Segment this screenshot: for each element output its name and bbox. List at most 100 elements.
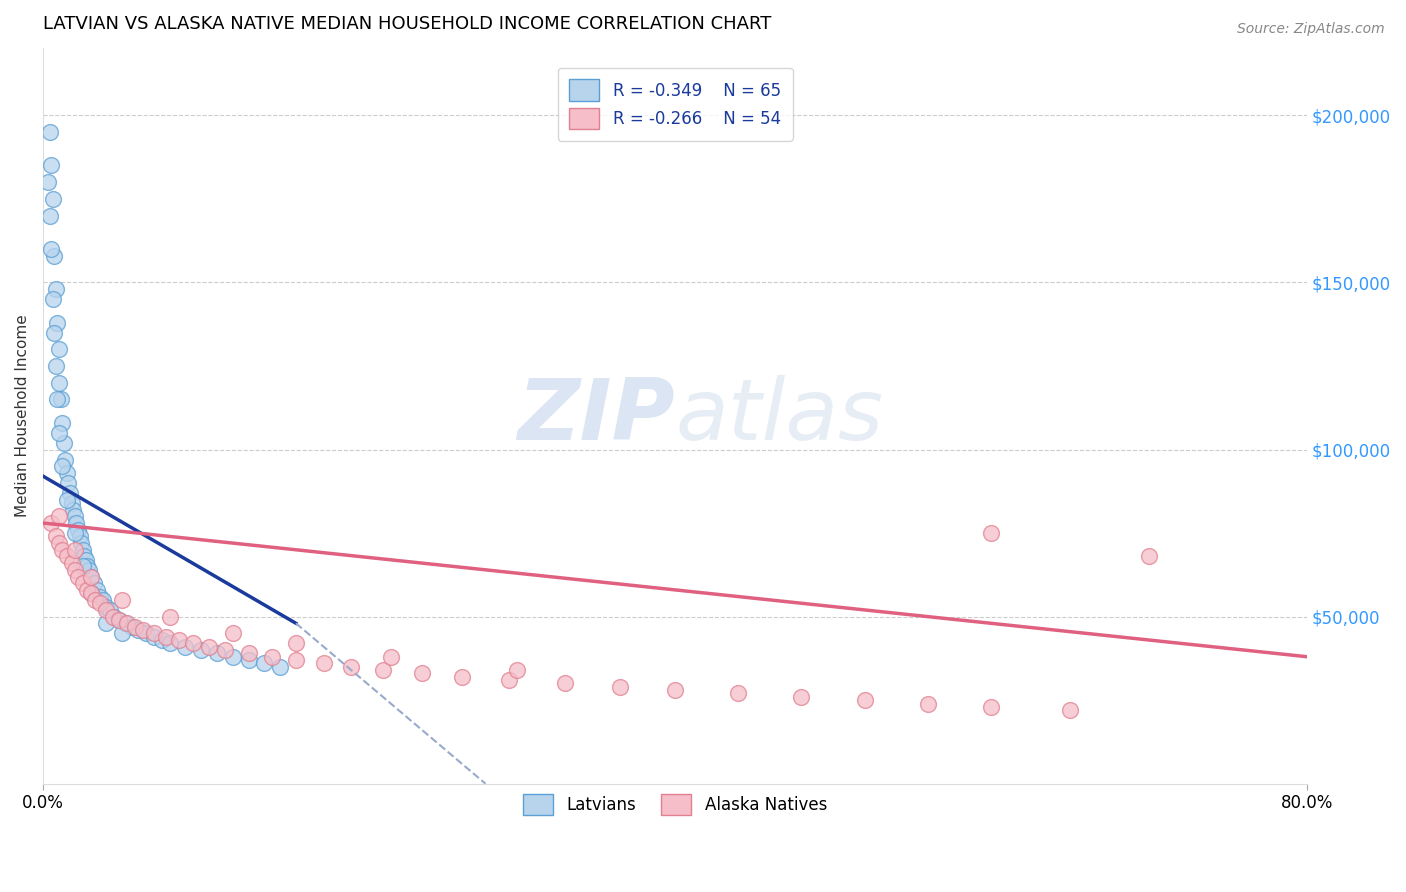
Alaska Natives xyxy=(63,563,86,577)
Latvians xyxy=(69,529,91,543)
Alaska Natives xyxy=(340,659,363,673)
Latvians xyxy=(63,509,86,524)
Alaska Natives xyxy=(314,657,336,671)
Alaska Natives xyxy=(63,542,86,557)
Alaska Natives xyxy=(853,693,876,707)
Latvians xyxy=(45,359,67,373)
Alaska Natives xyxy=(108,613,131,627)
Alaska Natives xyxy=(79,586,101,600)
Latvians xyxy=(89,590,111,604)
Latvians xyxy=(72,542,94,557)
Latvians xyxy=(108,613,131,627)
Latvians xyxy=(41,192,63,206)
Y-axis label: Median Household Income: Median Household Income xyxy=(15,315,30,517)
Alaska Natives xyxy=(66,569,89,583)
Latvians xyxy=(51,416,73,430)
Latvians xyxy=(75,553,97,567)
Alaska Natives xyxy=(980,526,1002,541)
Alaska Natives xyxy=(79,569,101,583)
Alaska Natives xyxy=(115,616,138,631)
Alaska Natives xyxy=(498,673,520,687)
Alaska Natives xyxy=(155,630,177,644)
Alaska Natives xyxy=(262,649,284,664)
Alaska Natives xyxy=(284,636,307,650)
Latvians xyxy=(91,593,114,607)
Alaska Natives xyxy=(132,623,155,637)
Latvians xyxy=(103,609,125,624)
Alaska Natives xyxy=(917,697,939,711)
Alaska Natives xyxy=(111,593,134,607)
Text: LATVIAN VS ALASKA NATIVE MEDIAN HOUSEHOLD INCOME CORRELATION CHART: LATVIAN VS ALASKA NATIVE MEDIAN HOUSEHOL… xyxy=(44,15,772,33)
Latvians xyxy=(45,282,67,296)
Latvians xyxy=(70,536,93,550)
Latvians xyxy=(205,646,228,660)
Latvians xyxy=(238,653,260,667)
Latvians xyxy=(76,559,98,574)
Alaska Natives xyxy=(198,640,221,654)
Alaska Natives xyxy=(84,593,107,607)
Latvians xyxy=(39,158,62,172)
Alaska Natives xyxy=(39,516,62,530)
Alaska Natives xyxy=(76,582,98,597)
Latvians xyxy=(253,657,276,671)
Latvians xyxy=(98,603,121,617)
Alaska Natives xyxy=(45,529,67,543)
Alaska Natives xyxy=(1059,703,1081,717)
Latvians xyxy=(37,175,59,189)
Latvians xyxy=(48,425,70,440)
Alaska Natives xyxy=(554,676,576,690)
Text: Source: ZipAtlas.com: Source: ZipAtlas.com xyxy=(1237,22,1385,37)
Latvians xyxy=(52,435,75,450)
Alaska Natives xyxy=(72,576,94,591)
Latvians xyxy=(127,623,149,637)
Latvians xyxy=(58,475,80,490)
Latvians xyxy=(135,626,157,640)
Latvians xyxy=(44,249,66,263)
Latvians xyxy=(65,516,87,530)
Latvians xyxy=(86,582,108,597)
Alaska Natives xyxy=(167,633,190,648)
Alaska Natives xyxy=(980,699,1002,714)
Latvians xyxy=(62,502,84,516)
Latvians xyxy=(60,496,83,510)
Text: atlas: atlas xyxy=(675,375,883,458)
Latvians xyxy=(48,343,70,357)
Alaska Natives xyxy=(790,690,813,704)
Alaska Natives xyxy=(609,680,631,694)
Latvians xyxy=(96,616,118,631)
Latvians xyxy=(121,620,143,634)
Alaska Natives xyxy=(727,686,749,700)
Latvians xyxy=(56,466,79,480)
Alaska Natives xyxy=(48,509,70,524)
Latvians xyxy=(114,616,136,631)
Text: ZIP: ZIP xyxy=(517,375,675,458)
Alaska Natives xyxy=(411,666,433,681)
Legend: Latvians, Alaska Natives: Latvians, Alaska Natives xyxy=(512,782,838,827)
Latvians xyxy=(53,452,76,467)
Latvians xyxy=(48,376,70,390)
Alaska Natives xyxy=(222,626,245,640)
Latvians xyxy=(142,630,165,644)
Latvians xyxy=(79,569,101,583)
Latvians xyxy=(222,649,245,664)
Alaska Natives xyxy=(664,683,686,698)
Latvians xyxy=(111,626,134,640)
Alaska Natives xyxy=(89,596,111,610)
Latvians xyxy=(39,242,62,256)
Alaska Natives xyxy=(181,636,204,650)
Latvians xyxy=(46,392,69,407)
Alaska Natives xyxy=(238,646,260,660)
Latvians xyxy=(59,486,82,500)
Latvians xyxy=(51,459,73,474)
Alaska Natives xyxy=(380,649,402,664)
Latvians xyxy=(159,636,181,650)
Latvians xyxy=(73,549,96,564)
Latvians xyxy=(63,526,86,541)
Latvians xyxy=(190,643,212,657)
Latvians xyxy=(41,292,63,306)
Latvians xyxy=(269,659,291,673)
Alaska Natives xyxy=(124,620,146,634)
Alaska Natives xyxy=(60,556,83,570)
Alaska Natives xyxy=(48,536,70,550)
Latvians xyxy=(44,326,66,340)
